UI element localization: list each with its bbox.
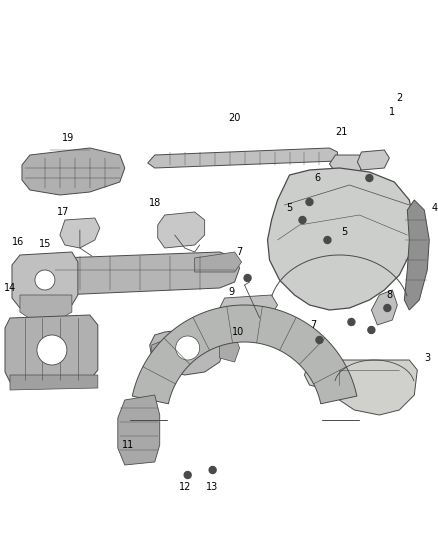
Polygon shape — [194, 252, 242, 272]
Text: 2: 2 — [396, 93, 403, 103]
Polygon shape — [5, 315, 98, 382]
Text: 14: 14 — [4, 283, 16, 293]
Polygon shape — [219, 295, 278, 318]
Polygon shape — [60, 218, 100, 248]
Text: 7: 7 — [311, 320, 317, 330]
Text: 15: 15 — [39, 239, 51, 249]
Text: 11: 11 — [122, 440, 134, 450]
Polygon shape — [20, 295, 72, 322]
Polygon shape — [45, 252, 240, 295]
Circle shape — [324, 237, 331, 244]
Polygon shape — [118, 395, 160, 465]
Text: 16: 16 — [12, 237, 24, 247]
Polygon shape — [152, 340, 165, 358]
Circle shape — [35, 270, 55, 290]
Circle shape — [209, 466, 216, 473]
Polygon shape — [219, 335, 240, 362]
Circle shape — [316, 336, 323, 343]
Polygon shape — [404, 200, 429, 310]
Text: 10: 10 — [231, 327, 244, 337]
Polygon shape — [148, 148, 337, 168]
Text: 20: 20 — [228, 113, 241, 123]
Circle shape — [348, 319, 355, 326]
Text: 21: 21 — [335, 127, 348, 137]
Text: 17: 17 — [57, 207, 69, 217]
Circle shape — [176, 336, 200, 360]
Polygon shape — [132, 305, 357, 404]
Polygon shape — [357, 150, 389, 170]
Polygon shape — [329, 155, 364, 172]
Circle shape — [384, 304, 391, 311]
Circle shape — [366, 174, 373, 182]
Circle shape — [299, 216, 306, 223]
Polygon shape — [158, 212, 205, 248]
Polygon shape — [371, 290, 397, 325]
Polygon shape — [10, 375, 98, 390]
Text: 19: 19 — [62, 133, 74, 143]
Circle shape — [244, 274, 251, 281]
Polygon shape — [268, 168, 414, 310]
Text: 12: 12 — [179, 482, 191, 492]
Circle shape — [368, 327, 375, 334]
Circle shape — [37, 335, 67, 365]
Text: 3: 3 — [424, 353, 431, 363]
Polygon shape — [12, 252, 78, 308]
Circle shape — [306, 198, 313, 206]
Text: 9: 9 — [229, 287, 235, 297]
Text: 13: 13 — [205, 482, 218, 492]
Text: 18: 18 — [148, 198, 161, 208]
Polygon shape — [150, 328, 225, 375]
Text: 4: 4 — [431, 203, 437, 213]
Text: 5: 5 — [286, 203, 293, 213]
Polygon shape — [304, 360, 417, 415]
Text: 7: 7 — [237, 247, 243, 257]
Text: 1: 1 — [389, 107, 396, 117]
Text: 8: 8 — [386, 290, 392, 300]
Text: 5: 5 — [341, 227, 347, 237]
Text: 6: 6 — [314, 173, 321, 183]
Polygon shape — [22, 148, 125, 195]
Circle shape — [184, 472, 191, 479]
